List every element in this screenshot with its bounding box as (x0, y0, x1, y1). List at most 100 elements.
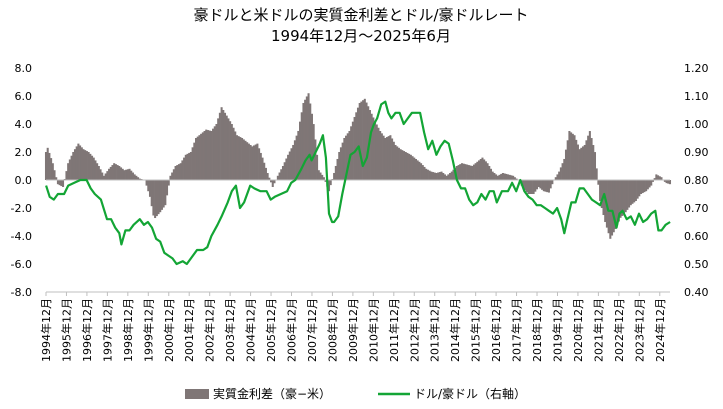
bar (82, 149, 85, 180)
bar (396, 146, 399, 180)
bar (645, 180, 648, 192)
bar (546, 180, 549, 193)
bar (587, 135, 590, 180)
bar (58, 180, 61, 186)
bar (372, 117, 375, 180)
bar (379, 131, 382, 180)
bar (108, 168, 111, 180)
bar (646, 180, 649, 190)
bar (634, 180, 637, 201)
bar (65, 171, 68, 180)
bar (114, 164, 117, 180)
bar (189, 151, 192, 180)
bar (460, 163, 464, 180)
bar (276, 175, 279, 180)
x-tick-label: 2020年12月 (571, 298, 585, 362)
bar (668, 180, 672, 185)
bar (60, 180, 63, 187)
bar (377, 127, 380, 180)
bar (414, 159, 417, 180)
bar (339, 147, 342, 180)
bar (588, 131, 591, 180)
bar (421, 165, 424, 180)
bar (529, 180, 532, 194)
bar (51, 163, 54, 180)
right-tick-label: 0.40 (684, 286, 709, 299)
bar (160, 180, 163, 210)
bar (505, 173, 508, 180)
bar (629, 180, 632, 206)
x-tick-label: 1994年12月 (39, 298, 53, 362)
bar (309, 103, 312, 180)
bar (186, 153, 189, 180)
bar (478, 160, 481, 180)
legend-bar-label: 実質金利差（豪−米） (213, 386, 331, 401)
bar (355, 112, 358, 180)
bar (85, 151, 88, 180)
bar (512, 175, 515, 180)
bar (201, 132, 204, 180)
bar (264, 167, 267, 180)
bar (418, 161, 421, 180)
bar (443, 174, 446, 180)
bar (72, 151, 75, 180)
bar (636, 180, 639, 199)
bar (558, 171, 561, 180)
x-axis-ticks: 1994年12月 1995年12月 1996年12月 1997年12月 1998年12月… (39, 292, 667, 362)
bar (73, 149, 77, 180)
bar (48, 152, 51, 180)
bar (622, 180, 625, 215)
bar (471, 165, 474, 180)
bar (607, 180, 610, 234)
bar (612, 180, 615, 233)
bar (387, 136, 390, 180)
bar (195, 137, 198, 180)
bar (125, 169, 128, 180)
bar (271, 180, 274, 187)
bar (363, 98, 366, 180)
bar (133, 174, 136, 180)
bar (162, 180, 165, 208)
bar (442, 173, 445, 180)
bar (566, 140, 569, 180)
bar (527, 180, 530, 194)
bar (394, 145, 397, 180)
chart-subtitle: 1994年12月～2025年6月 (271, 27, 451, 45)
x-tick-label: 2018年12月 (530, 298, 544, 362)
bar (312, 124, 315, 180)
bar (191, 147, 194, 180)
bar (539, 180, 542, 189)
bar (488, 166, 491, 180)
bar (327, 180, 331, 192)
bar (639, 180, 643, 194)
bar (614, 180, 617, 229)
bar (80, 147, 83, 180)
right-tick-label: 0.60 (684, 230, 709, 243)
bar (55, 177, 58, 180)
bar (433, 172, 436, 180)
bar (619, 180, 622, 218)
bar (374, 121, 377, 180)
bar (254, 144, 257, 180)
bar (278, 172, 281, 180)
bar (256, 143, 259, 180)
x-tick-label: 2009年12月 (346, 298, 360, 362)
left-tick-label: -2.0 (11, 202, 32, 215)
bar (573, 135, 576, 180)
bar (177, 164, 181, 180)
bar (106, 171, 109, 180)
bar (234, 131, 237, 180)
bar (87, 152, 90, 180)
bar (438, 172, 441, 180)
bar (621, 180, 624, 216)
x-tick-label: 2000年12月 (162, 298, 176, 362)
bar (599, 180, 602, 202)
x-tick-label: 2012年12月 (407, 298, 421, 362)
bar (77, 143, 80, 180)
bar (404, 152, 407, 180)
bar (293, 140, 296, 180)
bar (268, 177, 271, 180)
bar (200, 133, 203, 180)
bar (270, 180, 273, 183)
bar (452, 169, 455, 180)
